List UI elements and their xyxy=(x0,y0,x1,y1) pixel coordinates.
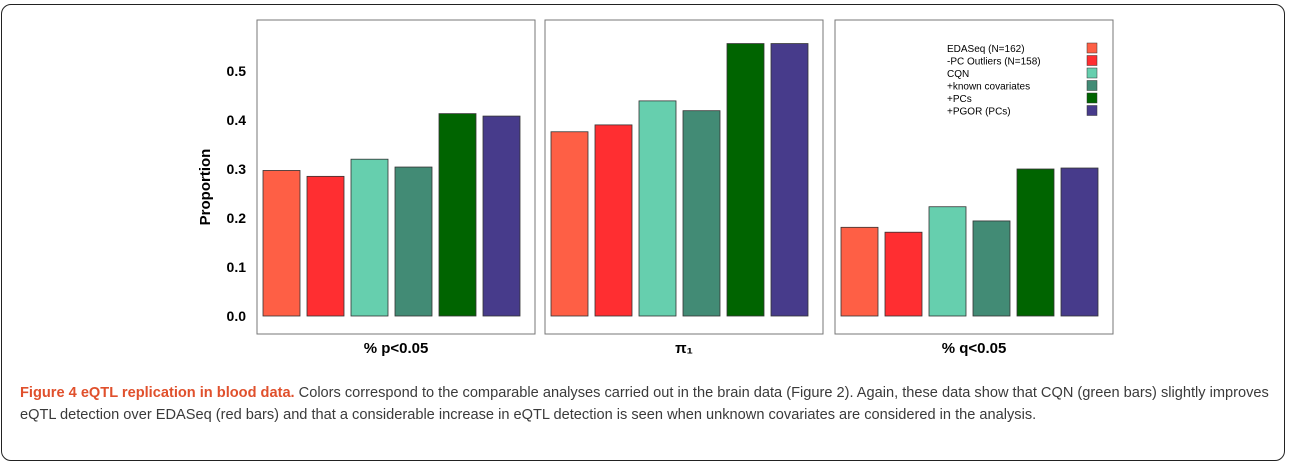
panel-1: % p<0.05 xyxy=(256,19,536,357)
panel-border xyxy=(834,19,1114,335)
y-tick-label: 0.5 xyxy=(227,63,247,79)
bar xyxy=(1060,167,1099,317)
legend-label: EDASeq (N=162) xyxy=(947,44,1025,55)
bar xyxy=(726,43,765,317)
caption-text: Colors correspond to the comparable anal… xyxy=(20,385,1269,423)
legend-swatch xyxy=(1086,80,1098,91)
legend-label: +PGOR (PCs) xyxy=(947,107,1011,118)
bar xyxy=(884,231,923,317)
y-tick-label: 0.1 xyxy=(227,259,247,275)
panel-label: π₁ xyxy=(675,340,693,357)
legend-swatch xyxy=(1086,92,1098,104)
bar xyxy=(972,220,1011,317)
bar xyxy=(682,110,721,317)
bar xyxy=(438,113,477,317)
panel-3: % q<0.05 xyxy=(834,19,1114,357)
y-tick-label: 0.4 xyxy=(227,112,247,128)
bar xyxy=(1016,168,1055,317)
legend-swatch xyxy=(1086,42,1098,54)
bar-chart: Proportion 0.0 0.1 0.2 0.3 0.4 0.5 % p<0.05 π₁%… xyxy=(197,19,1114,357)
legend-label: -PC Outliers (N=158) xyxy=(947,57,1041,68)
y-axis-label: Proportion xyxy=(197,149,214,226)
figure-caption: Figure 4 eQTL replication in blood data.… xyxy=(20,382,1275,426)
legend-swatch xyxy=(1086,67,1098,79)
bar xyxy=(840,226,879,317)
y-tick-label: 0.0 xyxy=(227,308,247,324)
panel-label: % q<0.05 xyxy=(942,340,1007,357)
bar xyxy=(550,131,589,317)
legend-label: +PCs xyxy=(947,94,972,105)
bar xyxy=(262,170,301,317)
bar xyxy=(350,158,389,317)
bar xyxy=(394,166,433,317)
legend-label: CQN xyxy=(947,69,969,80)
panel-2: π₁ xyxy=(544,19,824,357)
panel-label: % p<0.05 xyxy=(364,340,429,357)
legend-swatch xyxy=(1086,105,1098,116)
bar xyxy=(306,175,345,317)
y-tick-label: 0.2 xyxy=(227,210,247,226)
bar xyxy=(928,206,967,317)
caption-label: Figure 4 eQTL replication in blood data. xyxy=(20,385,295,401)
bar xyxy=(482,115,521,317)
legend: EDASeq (N=162) -PC Outliers (N=158)CQN +kn… xyxy=(947,42,1098,118)
bar xyxy=(638,100,677,317)
legend-swatch xyxy=(1086,55,1098,66)
panel-border xyxy=(256,19,536,335)
legend-label: +known covariates xyxy=(947,82,1030,93)
panel-border xyxy=(544,19,824,335)
y-tick-label: 0.3 xyxy=(227,161,247,177)
bar xyxy=(770,43,809,317)
bar xyxy=(594,124,633,317)
